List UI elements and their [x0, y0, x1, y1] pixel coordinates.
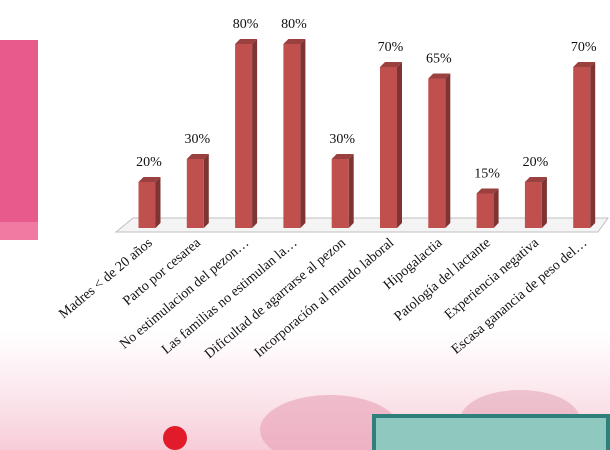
bar-top	[138, 177, 161, 182]
bar-side	[445, 73, 451, 228]
bar-top	[380, 62, 402, 67]
bar-top	[524, 177, 547, 182]
data-label: 80%	[233, 17, 259, 32]
bar-side	[252, 39, 258, 228]
bar-side	[493, 188, 499, 228]
bar	[331, 159, 349, 228]
bar	[138, 182, 156, 228]
data-label: 30%	[329, 132, 355, 147]
data-label: 70%	[571, 40, 597, 55]
bar-top	[476, 188, 499, 194]
bar-side	[397, 62, 402, 228]
bar-top	[428, 73, 451, 79]
data-label: 80%	[281, 17, 307, 32]
bar-side	[203, 154, 209, 228]
bar	[283, 44, 301, 228]
data-label: 70%	[378, 40, 404, 55]
bar	[476, 193, 494, 228]
bar-top	[235, 39, 258, 44]
bar	[573, 67, 591, 228]
data-label: 15%	[474, 167, 500, 182]
bar	[428, 78, 446, 228]
background-decoration	[0, 40, 610, 450]
bar	[380, 67, 397, 228]
bar	[524, 182, 542, 228]
data-label: 20%	[523, 155, 549, 170]
bar-side	[300, 39, 306, 228]
bar	[235, 44, 253, 228]
x-tick-label: Madres < de 20 años	[56, 236, 155, 323]
data-label: 65%	[426, 52, 452, 67]
bar-top	[283, 39, 306, 44]
bar-side	[348, 154, 354, 228]
data-label: 30%	[184, 132, 210, 147]
data-label: 20%	[136, 155, 162, 170]
bar-side	[590, 62, 596, 228]
bar-top	[331, 154, 354, 159]
bar-side	[541, 177, 547, 228]
bar	[186, 159, 204, 228]
bar-top	[573, 62, 596, 67]
bar-side	[155, 177, 161, 228]
bar-top	[186, 154, 209, 159]
